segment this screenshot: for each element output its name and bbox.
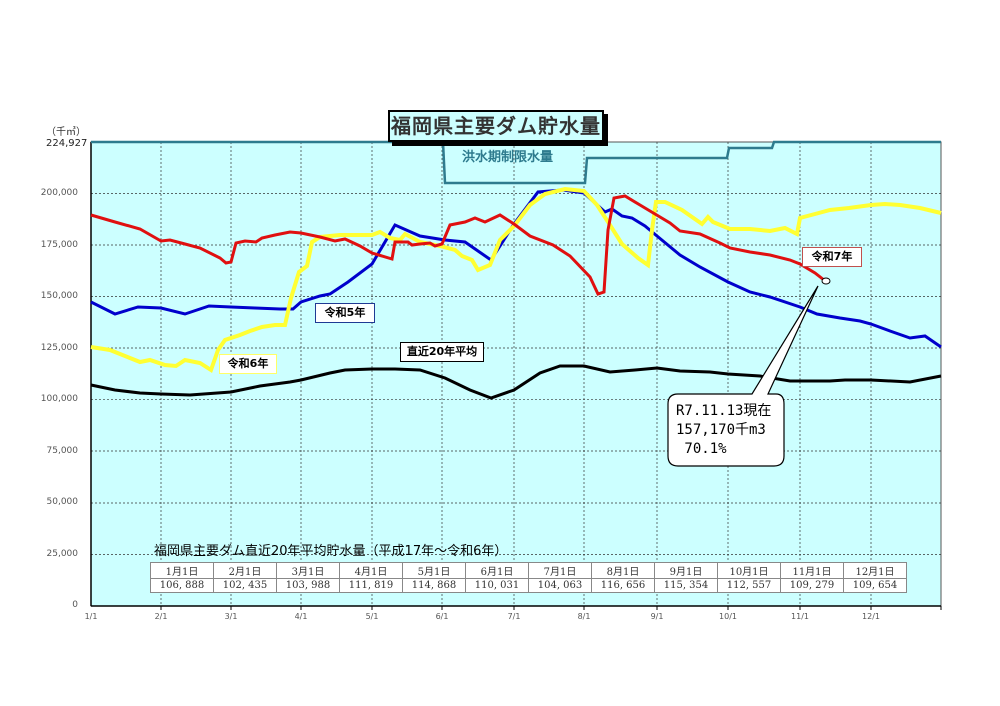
x-tick: 1/1 (84, 612, 98, 621)
table-cell: 115, 354 (654, 578, 718, 593)
chart-title: 福岡県主要ダム貯水量 (388, 110, 604, 142)
y-axis-max-label: 224,927 (46, 138, 88, 149)
y-tick: 200,000 (40, 188, 78, 198)
legend-label-20yr-average: 直近20年平均 (400, 342, 484, 362)
x-tick: 6/1 (435, 612, 449, 621)
callout-bubble (667, 285, 819, 467)
table-cell: 102, 435 (213, 578, 277, 593)
table-cell: 112, 557 (717, 578, 781, 593)
y-tick: 75,000 (46, 446, 79, 456)
table-header-cell: 4月1日 (339, 562, 403, 579)
x-tick: 10/1 (719, 612, 737, 621)
callout-current-status: R7.11.13現在 157,170千m3 70.1% (676, 403, 772, 457)
x-tick: 3/1 (224, 612, 238, 621)
current-point-marker (821, 277, 831, 285)
x-tick: 4/1 (294, 612, 308, 621)
table-cell: 106, 888 (150, 578, 214, 593)
table-header-cell: 10月1日 (717, 562, 781, 579)
avg-storage-table: 1月1日 2月1日 3月1日 4月1日 5月1日 6月1日 7月1日 8月1日 … (150, 562, 907, 593)
y-tick: 25,000 (46, 549, 79, 559)
table-header-cell: 12月1日 (843, 562, 907, 579)
x-tick: 5/1 (365, 612, 379, 621)
table-header-cell: 6月1日 (465, 562, 529, 579)
series-r6 (90, 186, 942, 374)
table-header-cell: 3月1日 (276, 562, 340, 579)
table-cell: 110, 031 (465, 578, 529, 593)
table-cell: 109, 279 (780, 578, 844, 593)
x-tick: 2/1 (154, 612, 168, 621)
plot-area (90, 141, 942, 607)
table-header-cell: 2月1日 (213, 562, 277, 579)
legend-label-r6: 令和6年 (219, 354, 277, 374)
table-row: 106, 888 102, 435 103, 988 111, 819 114,… (150, 578, 907, 593)
legend-label-r7: 令和7年 (802, 247, 862, 267)
table-header-cell: 7月1日 (528, 562, 592, 579)
table-cell: 114, 868 (402, 578, 466, 593)
y-axis-unit: （千㎥） (46, 127, 86, 138)
x-tick: 11/1 (791, 612, 809, 621)
series-20yr-average (90, 364, 942, 400)
series-flood-limit (91, 140, 941, 185)
y-tick: 175,000 (40, 240, 78, 250)
table-cell: 104, 063 (528, 578, 592, 593)
table-header-cell: 9月1日 (654, 562, 718, 579)
flood-limit-label: 洪水期制限水量 (462, 150, 554, 165)
legend-label-r5: 令和5年 (315, 303, 375, 323)
table-header-cell: 8月1日 (591, 562, 655, 579)
avg-table-title: 福岡県主要ダム直近20年平均貯水量（平成17年～令和6年） (154, 544, 508, 559)
table-cell: 116, 656 (591, 578, 655, 593)
y-tick: 0 (72, 600, 78, 610)
x-tick: 8/1 (577, 612, 591, 621)
table-header-cell: 11月1日 (780, 562, 844, 579)
table-cell: 109, 654 (843, 578, 907, 593)
table-header-cell: 1月1日 (150, 562, 214, 579)
table-header-row: 1月1日 2月1日 3月1日 4月1日 5月1日 6月1日 7月1日 8月1日 … (150, 562, 907, 579)
y-gridlines (91, 193, 941, 555)
y-tick: 50,000 (46, 497, 79, 507)
series-r7 (90, 194, 825, 296)
y-tick: 100,000 (40, 394, 78, 404)
table-cell: 111, 819 (339, 578, 403, 593)
table-cell: 103, 988 (276, 578, 340, 593)
y-tick: 125,000 (40, 343, 78, 353)
x-tick: 9/1 (650, 612, 664, 621)
table-header-cell: 5月1日 (402, 562, 466, 579)
y-tick: 150,000 (40, 291, 78, 301)
x-tick: 12/1 (862, 612, 880, 621)
x-tick: 7/1 (507, 612, 521, 621)
